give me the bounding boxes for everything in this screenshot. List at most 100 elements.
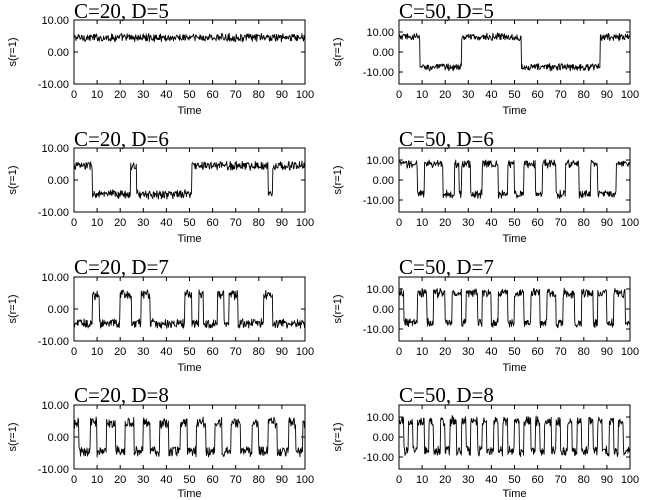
- y-tick-label: 0.00: [48, 175, 69, 187]
- x-tick-label: 80: [578, 217, 590, 229]
- x-tick-label: 70: [230, 346, 242, 358]
- series-line: [73, 32, 306, 43]
- x-tick-label: 30: [462, 474, 474, 486]
- x-tick-label: 50: [508, 474, 520, 486]
- panel-5: C=20, D=7 10.00 0.00 -10.000 10 20 30 40 50 60 70 8…: [7, 255, 314, 374]
- x-tick-label: 70: [555, 346, 567, 358]
- x-tick-label: 40: [485, 217, 497, 229]
- x-tick-label: 20: [114, 217, 126, 229]
- y-tick-label: -10.00: [38, 79, 69, 91]
- x-tick-label: 70: [230, 474, 242, 486]
- x-tick-label: 90: [276, 89, 288, 101]
- x-axis-label: Time: [502, 105, 526, 117]
- y-tick-label: 0.00: [373, 432, 394, 444]
- x-tick-label: 10: [91, 474, 103, 486]
- y-tick-label: -10.00: [38, 464, 69, 476]
- x-tick-label: 90: [276, 217, 288, 229]
- x-axis-label: Time: [502, 362, 526, 374]
- x-tick-label: 60: [206, 89, 218, 101]
- x-tick-label: 60: [531, 474, 543, 486]
- x-tick-label: 90: [601, 89, 613, 101]
- x-tick-label: 30: [137, 474, 149, 486]
- plot-frame: [73, 147, 306, 213]
- x-tick-label: 20: [114, 474, 126, 486]
- series-line: [398, 415, 631, 458]
- x-tick-label: 70: [555, 217, 567, 229]
- panel-2: C=50, D=5 10.00 0.00 -10.000 10 20 30 40 50 60 70 8…: [332, 0, 639, 117]
- y-tick-label: -10.00: [363, 67, 394, 79]
- series-line: [73, 289, 306, 329]
- x-tick-label: 90: [276, 346, 288, 358]
- x-tick-label: 100: [621, 474, 639, 486]
- x-tick-label: 80: [578, 474, 590, 486]
- y-tick-label: 10.00: [366, 27, 394, 39]
- x-tick-label: 100: [621, 217, 639, 229]
- x-axis-label: Time: [502, 233, 526, 245]
- y-tick-label: 10.00: [366, 155, 394, 167]
- x-tick-label: 20: [114, 346, 126, 358]
- x-tick-label: 100: [296, 89, 314, 101]
- panel-title: C=50, D=8: [399, 383, 494, 407]
- x-tick-label: 90: [601, 474, 613, 486]
- x-tick-label: 40: [485, 346, 497, 358]
- x-tick-label: 0: [396, 217, 402, 229]
- y-tick-label: -10.00: [38, 207, 69, 219]
- x-tick-label: 50: [183, 346, 195, 358]
- y-tick-label: 10.00: [41, 272, 69, 284]
- x-tick-label: 10: [416, 217, 428, 229]
- x-tick-label: 60: [531, 89, 543, 101]
- x-tick-label: 50: [183, 89, 195, 101]
- y-tick-label: 0.00: [48, 304, 69, 316]
- x-tick-label: 0: [396, 474, 402, 486]
- x-tick-label: 80: [253, 217, 265, 229]
- x-tick-label: 0: [71, 89, 77, 101]
- x-tick-label: 100: [296, 217, 314, 229]
- x-tick-label: 60: [206, 346, 218, 358]
- x-tick-label: 80: [578, 346, 590, 358]
- panel-6: C=50, D=7 10.00 0.00 -10.000 10 20 30 40 50 60 70 8…: [332, 255, 639, 374]
- plot-frame: [398, 19, 631, 85]
- x-tick-label: 0: [396, 346, 402, 358]
- panel-title: C=50, D=7: [399, 255, 494, 279]
- x-axis-label: Time: [177, 233, 201, 245]
- y-tick-label: -10.00: [363, 452, 394, 464]
- x-tick-label: 20: [439, 217, 451, 229]
- y-tick-label: 10.00: [41, 143, 69, 155]
- x-tick-label: 10: [416, 474, 428, 486]
- x-tick-label: 30: [137, 346, 149, 358]
- x-axis-label: Time: [177, 362, 201, 374]
- series-line: [398, 32, 631, 72]
- x-tick-label: 0: [396, 89, 402, 101]
- x-axis-label: Time: [177, 488, 201, 500]
- x-tick-label: 70: [230, 89, 242, 101]
- x-tick-label: 0: [71, 217, 77, 229]
- x-tick-label: 100: [621, 89, 639, 101]
- x-tick-label: 30: [137, 89, 149, 101]
- panel-title: C=50, D=6: [399, 127, 494, 151]
- plot-frame: [73, 19, 306, 85]
- plot-frame: [73, 276, 306, 342]
- x-tick-label: 50: [508, 217, 520, 229]
- y-axis-label: s(r=1): [332, 37, 344, 66]
- x-tick-label: 40: [160, 474, 172, 486]
- x-tick-label: 40: [160, 89, 172, 101]
- series-line: [398, 159, 631, 200]
- x-tick-label: 100: [296, 346, 314, 358]
- y-tick-label: 0.00: [373, 47, 394, 59]
- x-tick-label: 90: [601, 346, 613, 358]
- x-tick-label: 60: [531, 217, 543, 229]
- x-tick-label: 10: [91, 89, 103, 101]
- x-tick-label: 20: [114, 89, 126, 101]
- panel-7: C=20, D=8 10.00 0.00 -10.000 10 20 30 40 50 60 70 8…: [7, 383, 314, 500]
- x-tick-label: 100: [621, 346, 639, 358]
- x-tick-label: 50: [508, 89, 520, 101]
- y-tick-label: 0.00: [48, 432, 69, 444]
- x-tick-label: 10: [91, 346, 103, 358]
- x-tick-label: 60: [531, 346, 543, 358]
- series-line: [398, 287, 631, 329]
- y-axis-label: s(r=1): [332, 294, 344, 323]
- x-tick-label: 100: [296, 474, 314, 486]
- x-tick-label: 50: [183, 217, 195, 229]
- x-tick-label: 70: [555, 474, 567, 486]
- y-tick-label: 10.00: [366, 412, 394, 424]
